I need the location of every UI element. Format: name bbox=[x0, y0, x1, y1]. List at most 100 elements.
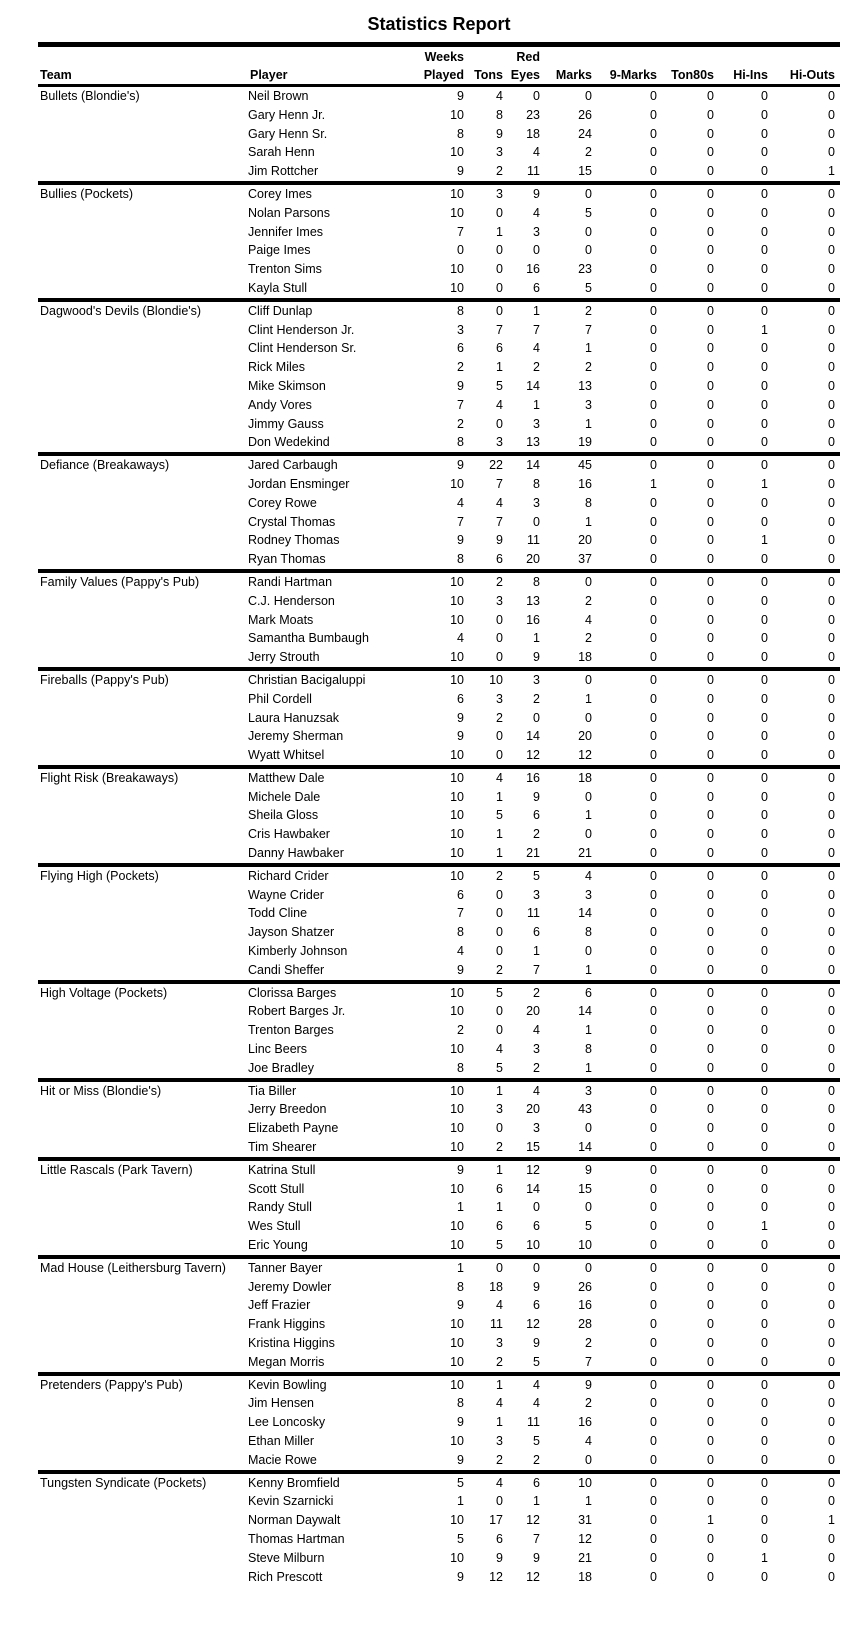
team-name-cell bbox=[38, 1059, 248, 1080]
team-name-cell bbox=[38, 1236, 248, 1257]
stat-cell-marks: 0 bbox=[585, 789, 592, 804]
stat-cell-marks: 2 bbox=[585, 1396, 592, 1411]
stat-cell-nine-marks: 0 bbox=[650, 1494, 657, 1509]
table-row: Frank Higgins 10 11 12 28 0 0 0 0 bbox=[38, 1315, 840, 1334]
stat-cell-hi-outs: 0 bbox=[828, 1279, 835, 1294]
stat-cell-weeks-played: 10 bbox=[450, 1513, 464, 1528]
stat-cell-ton80s: 0 bbox=[707, 1238, 714, 1253]
stat-cell-hi-ins: 0 bbox=[761, 1317, 768, 1332]
player-name-cell: Laura Hanuzsak bbox=[248, 710, 340, 725]
stat-cell-marks: 4 bbox=[545, 862, 597, 886]
stat-cell-weeks-played: 10 bbox=[450, 1121, 464, 1136]
stat-cell-ton80s: 0 bbox=[707, 89, 714, 103]
stat-cell-red-eyes: 3 bbox=[533, 1121, 540, 1136]
stat-cell-tons: 7 bbox=[496, 322, 503, 337]
stat-cell-hi-ins: 0 bbox=[761, 1494, 768, 1509]
stat-cell-ton80s: 0 bbox=[707, 1452, 714, 1467]
stat-cell-red-eyes: 4 bbox=[533, 205, 540, 220]
table-row: Jim Rottcher 9 2 11 15 0 0 0 1 bbox=[38, 162, 840, 183]
stat-cell-hi-outs: 0 bbox=[828, 827, 835, 842]
stat-cell-marks: 5 bbox=[585, 1219, 592, 1234]
stat-cell-marks: 3 bbox=[545, 1077, 597, 1101]
stat-cell-red-eyes: 14 bbox=[526, 1181, 540, 1196]
stat-cell-hi-ins: 0 bbox=[761, 243, 768, 258]
player-name-cell: Corey Rowe bbox=[248, 495, 317, 510]
stat-cell-nine-marks: 0 bbox=[650, 808, 657, 823]
stat-cell-hi-outs: 0 bbox=[828, 748, 835, 763]
stat-cell-ton80s: 0 bbox=[707, 1121, 714, 1136]
stat-cell-red-eyes: 13 bbox=[526, 593, 540, 608]
stat-cell-red-eyes: 20 bbox=[526, 1102, 540, 1117]
team-name-cell bbox=[38, 1394, 248, 1413]
stat-cell-ton80s: 0 bbox=[707, 1550, 714, 1565]
player-name-cell: Elizabeth Payne bbox=[248, 1121, 339, 1136]
stat-cell-ton80s: 0 bbox=[707, 729, 714, 744]
team-name-cell bbox=[38, 1353, 248, 1374]
stat-cell-hi-outs: 0 bbox=[828, 1415, 835, 1430]
stat-cell-nine-marks: 0 bbox=[650, 164, 657, 179]
stat-cell-red-eyes: 2 bbox=[533, 691, 540, 706]
stat-cell-tons: 4 bbox=[496, 1298, 503, 1313]
stat-cell-ton80s: 0 bbox=[707, 808, 714, 823]
stat-cell-hi-outs: 0 bbox=[828, 710, 835, 725]
stat-cell-tons: 2 bbox=[496, 710, 503, 725]
stat-cell-marks: 37 bbox=[578, 552, 592, 567]
table-row: Mark Moats 10 0 16 4 0 0 0 0 bbox=[38, 611, 840, 630]
stat-cell-tons: 2 bbox=[496, 1452, 503, 1467]
player-name-cell: Jerry Breedon bbox=[248, 1102, 327, 1117]
stat-cell-tons: 0 bbox=[496, 631, 503, 646]
player-name-cell: Danny Hawbaker bbox=[248, 846, 344, 861]
stat-cell-tons: 3 bbox=[496, 691, 503, 706]
stat-cell-hi-ins: 0 bbox=[761, 514, 768, 529]
stat-cell-ton80s: 0 bbox=[662, 862, 719, 886]
stat-cell-marks: 8 bbox=[585, 925, 592, 940]
team-name-cell bbox=[38, 1492, 248, 1511]
stat-cell-hi-ins: 0 bbox=[761, 552, 768, 567]
stat-cell-weeks-played: 8 bbox=[457, 435, 464, 450]
stat-cell-red-eyes: 2 bbox=[533, 1452, 540, 1467]
stat-cell-hi-outs: 0 bbox=[828, 1336, 835, 1350]
stat-cell-hi-ins: 0 bbox=[761, 1531, 768, 1546]
table-row: Wyatt Whitsel 10 0 12 12 0 0 0 0 bbox=[38, 746, 840, 767]
stat-cell-hi-ins: 0 bbox=[719, 862, 773, 886]
stat-cell-weeks-played: 9 bbox=[457, 962, 464, 977]
team-name-cell: Family Values (Pappy's Pub) bbox=[38, 568, 248, 592]
player-name-cell: Michele Dale bbox=[248, 789, 321, 804]
stat-cell-ton80s: 0 bbox=[662, 1469, 719, 1493]
stat-cell-marks: 0 bbox=[585, 224, 592, 239]
stat-cell-marks: 5 bbox=[585, 280, 592, 295]
stat-cell-ton80s: 0 bbox=[707, 710, 714, 725]
stat-cell-marks: 1 bbox=[585, 962, 592, 977]
stat-cell-weeks-played: 4 bbox=[457, 631, 464, 646]
stat-cell-hi-outs: 0 bbox=[773, 979, 840, 1003]
stat-cell-red-eyes: 14 bbox=[508, 452, 545, 475]
stat-cell-hi-outs: 0 bbox=[828, 1042, 835, 1057]
stat-cell-nine-marks: 0 bbox=[650, 145, 657, 160]
team-name-cell bbox=[38, 377, 248, 396]
team-name-cell bbox=[38, 709, 248, 728]
stat-cell-red-eyes: 9 bbox=[533, 789, 540, 804]
player-name-cell: Clorissa Barges bbox=[248, 979, 420, 1003]
player-name-cell: Randi Hartman bbox=[248, 568, 420, 592]
stat-cell-hi-outs: 0 bbox=[773, 1469, 840, 1493]
stat-cell-weeks-played: 5 bbox=[420, 1469, 469, 1493]
stat-cell-red-eyes: 3 bbox=[533, 495, 540, 510]
stat-cell-ton80s: 0 bbox=[707, 612, 714, 627]
stat-cell-hi-ins: 0 bbox=[719, 1156, 773, 1180]
player-name-cell: Christian Bacigaluppi bbox=[248, 666, 420, 690]
table-row: Mad House (Leithersburg Tavern) Tanner Ba… bbox=[38, 1254, 840, 1278]
stat-cell-red-eyes: 20 bbox=[526, 1004, 540, 1019]
stat-cell-weeks-played: 10 bbox=[450, 1004, 464, 1019]
table-row: Ethan Miller 10 3 5 4 0 0 0 0 bbox=[38, 1432, 840, 1451]
stat-cell-red-eyes: 11 bbox=[527, 1415, 540, 1430]
team-name-cell bbox=[38, 1100, 248, 1119]
team-name-cell: Bullies (Pockets) bbox=[38, 181, 248, 204]
stat-cell-marks: 3 bbox=[585, 887, 592, 902]
stat-cell-nine-marks: 0 bbox=[650, 1317, 657, 1332]
team-name-cell bbox=[38, 204, 248, 223]
stat-cell-tons: 0 bbox=[496, 729, 503, 744]
stat-cell-hi-ins: 0 bbox=[719, 1371, 773, 1395]
stat-cell-weeks-played: 9 bbox=[457, 1452, 464, 1467]
stat-cell-marks: 6 bbox=[545, 979, 597, 1003]
stat-cell-red-eyes: 4 bbox=[533, 1396, 540, 1411]
